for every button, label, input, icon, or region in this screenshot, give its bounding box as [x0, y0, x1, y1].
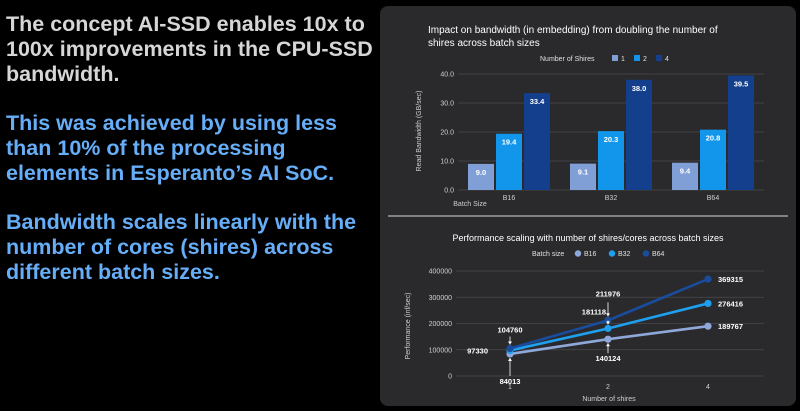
data-point	[704, 322, 712, 330]
line-legend-marker	[574, 250, 582, 257]
line-x-ticks: 1 2 4	[508, 384, 710, 391]
data-point	[604, 316, 612, 324]
line-x-tick-label: 4	[706, 384, 710, 391]
line-chart: Performance scaling with number of shire…	[405, 233, 764, 403]
line-data-label: 104760	[497, 326, 522, 335]
data-point	[704, 299, 712, 308]
line-legend: B16 B32 B64	[574, 250, 665, 258]
bar	[700, 129, 726, 190]
bar-x-axis-label: Batch Size	[453, 201, 487, 208]
line-legend-marker	[608, 250, 616, 257]
bar	[524, 93, 550, 190]
paragraph-bandwidth-scaling: Bandwidth scales linearly with the numbe…	[6, 210, 357, 284]
line-data-label: 189767	[718, 322, 743, 331]
line-y-tick-label: 400000	[429, 269, 452, 276]
line-y-ticks: 0 100000 200000 300000 400000	[429, 269, 452, 381]
line-legend-marker	[642, 250, 650, 257]
line-x-axis-label: Number of shires	[582, 396, 636, 403]
bar-legend-label: 4	[665, 56, 669, 63]
bar-legend-title: Number of Shires	[540, 56, 595, 63]
bar	[626, 79, 652, 190]
line-series	[506, 275, 712, 358]
line-y-axis-label: Performance (inf/sec)	[405, 293, 412, 360]
bar-legend-label: 2	[643, 56, 647, 63]
line-legend-label: B32	[618, 251, 631, 258]
line-legend-label: B64	[652, 251, 665, 258]
bar-y-tick-label: 0.0	[444, 188, 454, 195]
line-data-label: 276416	[718, 299, 743, 308]
bar-x-tick-label: B16	[503, 195, 516, 202]
line-x-tick-label: 1	[508, 384, 512, 391]
bar-value-label: 33.4	[530, 97, 545, 106]
charts-panel: Impact on bandwidth (in embedding) from …	[380, 6, 796, 406]
paragraph-processing-elements: This was achieved by using less than 10%…	[6, 111, 337, 185]
bar	[468, 163, 494, 190]
charts-svg: Impact on bandwidth (in embedding) from …	[388, 25, 788, 403]
line-data-label: 84013	[500, 377, 521, 386]
line-legend-title: Batch size	[532, 251, 564, 258]
bar-y-tick-label: 20.0	[440, 130, 454, 137]
bar-value-label: 20.3	[604, 135, 619, 144]
bar-chart: Impact on bandwidth (in embedding) from …	[416, 25, 764, 208]
data-point	[604, 335, 612, 343]
bar-legend-swatch	[656, 55, 662, 61]
line-y-tick-label: 300000	[429, 295, 452, 302]
bar-y-tick-label: 10.0	[440, 159, 454, 166]
line-data-label: 369315	[718, 275, 743, 284]
bar-value-label: 38.0	[632, 84, 647, 93]
label-arrowhead	[508, 341, 512, 345]
bar-y-tick-label: 40.0	[440, 72, 454, 79]
bar	[672, 162, 698, 190]
line-title: Performance scaling with number of shire…	[452, 233, 724, 243]
line-data-label: 97330	[467, 346, 488, 355]
label-arrowhead	[508, 357, 512, 361]
label-arrowhead	[606, 343, 610, 347]
bar-legend-swatch	[612, 55, 618, 61]
bar-y-tick-label: 30.0	[440, 101, 454, 108]
bar-x-ticks: B16 B32 B64	[503, 195, 720, 202]
bar-value-label: 9.0	[476, 168, 486, 177]
line-y-tick-label: 0	[448, 374, 452, 381]
line-data-label: 181118	[582, 307, 606, 316]
bar-y-ticks: 0.0 10.0 20.0 30.0 40.0	[440, 72, 454, 195]
data-point	[506, 344, 514, 353]
line-y-tick-label: 200000	[429, 321, 452, 328]
bar-bars: 9.0 19.4 33.4 9.1 20.3 38.0 9.4 20.8 39.5	[468, 75, 754, 190]
bar-value-label: 9.4	[680, 167, 691, 176]
bar	[728, 75, 754, 190]
bar-y-axis-label: Read Bandwidth (GB/sec)	[416, 91, 423, 172]
line-data-label: 140124	[595, 354, 621, 363]
bar-legend: 1 2 4	[612, 55, 669, 63]
line-y-tick-label: 100000	[429, 347, 452, 354]
label-arrowhead	[606, 313, 610, 317]
bar-x-tick-label: B64	[707, 195, 720, 202]
line-legend-label: B16	[584, 251, 597, 258]
bar	[598, 131, 624, 190]
slide-text: The concept AI-SSD enables 10x to 100x i…	[6, 12, 376, 309]
bar	[570, 163, 596, 190]
bar-x-tick-label: B32	[605, 195, 618, 202]
line-data-label: 211976	[596, 289, 621, 298]
bar-value-label: 19.4	[502, 138, 517, 147]
bar-value-label: 20.8	[706, 134, 721, 143]
paragraph-ai-ssd: The concept AI-SSD enables 10x to 100x i…	[6, 12, 373, 86]
bar-title-line1: Impact on bandwidth (in embedding) from …	[428, 25, 718, 36]
bar-value-label: 9.1	[578, 168, 588, 177]
bar	[496, 133, 522, 190]
bar-title-line2: shires across batch sizes	[428, 38, 540, 49]
label-arrowhead	[606, 321, 610, 325]
line-data-labels: 84013 97330 104760 140124 181118 211976 189767…	[467, 275, 743, 386]
line-x-tick-label: 2	[606, 384, 610, 391]
data-point	[604, 324, 612, 333]
data-point	[704, 275, 712, 283]
line-gridlines	[456, 270, 764, 377]
bar-value-label: 39.5	[734, 79, 749, 88]
bar-legend-label: 1	[621, 56, 625, 63]
bar-legend-swatch	[634, 55, 640, 61]
